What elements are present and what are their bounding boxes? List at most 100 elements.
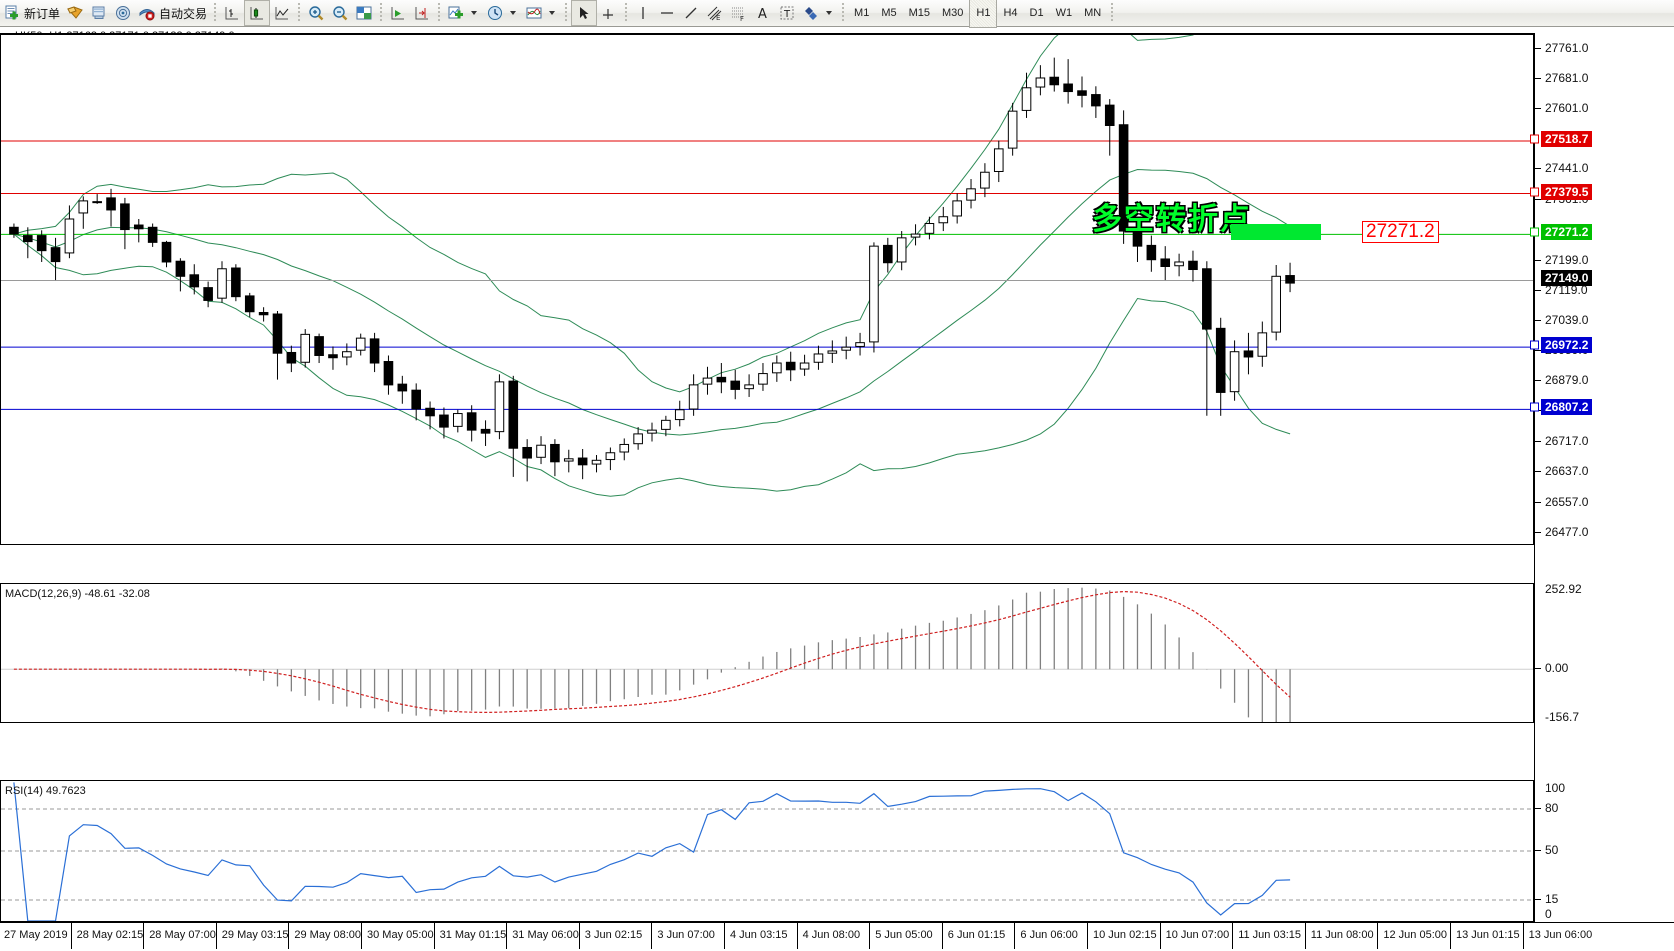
indicators-button[interactable] xyxy=(444,1,483,25)
trendline-button[interactable] xyxy=(679,1,703,25)
level-handle[interactable] xyxy=(1530,187,1539,197)
price-axis-tick-label: 27441.0 xyxy=(1545,161,1589,176)
chevron-down-icon[interactable] xyxy=(510,11,517,15)
time-axis-separator xyxy=(1450,923,1451,949)
zoom-in-button[interactable] xyxy=(304,1,328,25)
svg-text:T: T xyxy=(783,9,791,20)
line-chart-icon xyxy=(273,4,291,22)
price-level-label-27271-2[interactable]: 27271.2 xyxy=(1541,224,1593,241)
rsi-axis-tick-label: 100 xyxy=(1545,781,1566,795)
timeframe-m5[interactable]: M5 xyxy=(881,7,897,19)
cursor-button[interactable] xyxy=(571,0,598,26)
macd-axis-tick-label: -156.7 xyxy=(1545,710,1580,724)
time-axis-label: 13 Jun 01:15 xyxy=(1456,929,1520,941)
green-highlight-rectangle[interactable] xyxy=(1231,224,1321,241)
period-icon xyxy=(486,4,504,22)
time-axis-separator xyxy=(143,923,145,949)
macd-axis-tick-label: 0.00 xyxy=(1545,661,1569,676)
timeframe-w1[interactable]: W1 xyxy=(1055,7,1073,19)
bar-chart-button[interactable] xyxy=(220,1,244,25)
time-axis-separator xyxy=(506,923,508,949)
time-axis-label: 28 May 07:00 xyxy=(149,929,216,941)
toolbar-separator xyxy=(625,3,628,23)
navigator-icon xyxy=(114,4,132,22)
price-level-label-26972-2[interactable]: 26972.2 xyxy=(1541,337,1593,354)
new-order-button[interactable]: 新订单 xyxy=(0,1,63,25)
time-axis-separator xyxy=(796,923,798,949)
line-chart-button[interactable] xyxy=(270,1,294,25)
price-level-label-27149-0[interactable]: 27149.0 xyxy=(1541,270,1593,287)
price-axis-tick-label: 26879.0 xyxy=(1545,373,1589,388)
rsi-axis-tick-label: 0 xyxy=(1545,907,1552,921)
bar-chart-icon xyxy=(223,4,241,22)
cursor-icon xyxy=(575,4,593,22)
rsi-pane[interactable] xyxy=(0,780,1534,922)
axis-tick xyxy=(1535,289,1541,291)
level-handle[interactable] xyxy=(1530,134,1539,144)
axis-tick xyxy=(1535,441,1541,443)
autotrade-button[interactable]: 自动交易 xyxy=(135,1,210,25)
toolbar-separator xyxy=(1111,3,1114,23)
text-label-button[interactable]: T xyxy=(775,1,799,25)
time-axis[interactable]: 27 May 2019 28 May 02:15 28 May 07:00 29 Ma… xyxy=(0,922,1674,951)
time-axis-label: 12 Jun 05:00 xyxy=(1383,929,1448,941)
candlestick-chart-button[interactable] xyxy=(244,0,271,26)
price-level-label-26807-2[interactable]: 26807.2 xyxy=(1541,399,1593,416)
time-axis-label: 13 Jun 06:00 xyxy=(1528,929,1593,941)
chart-annotation-text[interactable]: 多空转折点 xyxy=(1092,202,1252,238)
axis-tick xyxy=(1535,501,1541,503)
chart-shift-button[interactable] xyxy=(410,1,434,25)
svg-text:E: E xyxy=(716,14,720,22)
vertical-line-button[interactable] xyxy=(631,1,655,25)
grid-button[interactable] xyxy=(352,1,376,25)
templates-button[interactable] xyxy=(522,1,561,25)
time-axis-label: 31 May 06:00 xyxy=(512,929,579,941)
time-axis-label: 29 May 03:15 xyxy=(221,929,289,941)
terminal-button[interactable] xyxy=(87,1,111,25)
navigator-button[interactable] xyxy=(111,1,135,25)
price-tag-label[interactable]: 27271.2 xyxy=(1362,221,1439,244)
level-handle[interactable] xyxy=(1530,227,1539,237)
chevron-down-icon[interactable] xyxy=(549,11,556,15)
rsi-label: RSI(14) 49.7623 xyxy=(5,785,86,797)
new-order-icon xyxy=(3,4,21,22)
zoom-out-button[interactable] xyxy=(328,1,352,25)
equidistant-icon: E xyxy=(706,4,724,22)
time-axis-separator xyxy=(941,923,943,949)
folder-button[interactable] xyxy=(63,1,87,25)
chevron-down-icon[interactable] xyxy=(471,11,478,15)
timeframe-group: M1 M5 M15 M30 H1 H4 D1 W1 MN xyxy=(848,0,1107,28)
horizontal-line-button[interactable] xyxy=(655,1,679,25)
price-axis[interactable]: 27761.027681.027601.027441.027361.027199… xyxy=(1530,33,1674,922)
timeframe-d1[interactable]: D1 xyxy=(1029,7,1044,19)
time-axis-separator xyxy=(288,923,290,949)
timeframe-h4[interactable]: H4 xyxy=(1003,7,1018,19)
text-button[interactable]: A xyxy=(751,1,775,25)
period-button[interactable] xyxy=(483,1,522,25)
price-level-label-27379-5[interactable]: 27379.5 xyxy=(1541,183,1593,200)
timeframe-m15[interactable]: M15 xyxy=(908,7,930,19)
price-chart-pane[interactable] xyxy=(0,33,1534,545)
time-axis-separator xyxy=(1232,923,1234,949)
time-axis-label: 31 May 01:15 xyxy=(439,929,507,941)
autotrade-icon xyxy=(138,4,156,22)
objects-button[interactable] xyxy=(799,1,838,25)
svg-text:F: F xyxy=(740,15,744,22)
time-axis-separator xyxy=(1377,923,1379,949)
equidistant-channel-button[interactable]: E xyxy=(703,1,727,25)
time-axis-label: 6 Jun 01:15 xyxy=(947,929,1006,941)
macd-pane[interactable] xyxy=(0,583,1534,723)
candlestick-icon xyxy=(248,4,266,22)
timeframe-m30[interactable]: M30 xyxy=(942,7,964,19)
crosshair-button[interactable] xyxy=(597,1,621,25)
chevron-down-icon[interactable] xyxy=(826,11,833,15)
timeframe-m1[interactable]: M1 xyxy=(854,7,870,19)
fibonacci-button[interactable]: F xyxy=(727,1,751,25)
auto-scroll-button[interactable] xyxy=(386,1,410,25)
price-level-label-27518-7[interactable]: 27518.7 xyxy=(1541,131,1593,148)
level-handle[interactable] xyxy=(1530,402,1539,412)
level-handle[interactable] xyxy=(1530,340,1539,350)
timeframe-h1[interactable]: H1 xyxy=(969,0,998,28)
macd-label: MACD(12,26,9) -48.61 -32.08 xyxy=(5,588,150,600)
timeframe-mn[interactable]: MN xyxy=(1084,7,1102,19)
